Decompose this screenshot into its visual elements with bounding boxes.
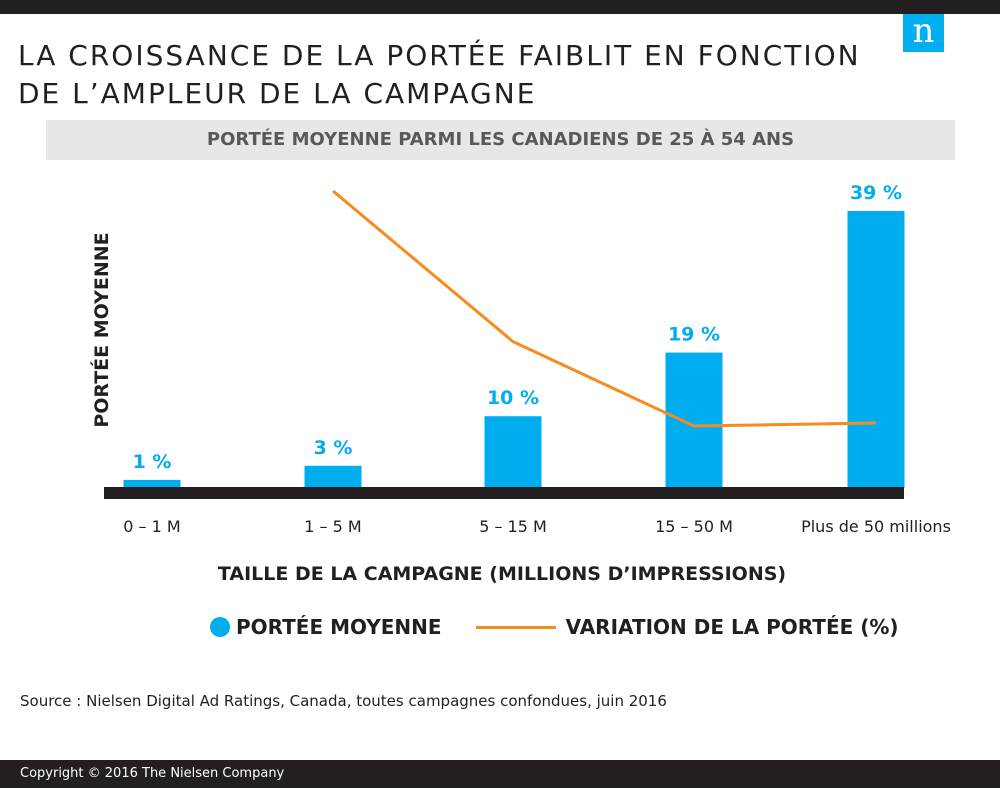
x-axis-baseline bbox=[104, 487, 904, 499]
top-bar bbox=[0, 0, 1000, 14]
bar-value-label-2: 10 % bbox=[487, 387, 539, 409]
x-tick-label-3: 15 – 50 M bbox=[655, 517, 733, 536]
variation-line-series bbox=[332, 189, 877, 428]
x-axis-title: TAILLE DE LA CAMPAGNE (MILLIONS D’IMPRES… bbox=[218, 563, 786, 585]
bar-0 bbox=[123, 479, 181, 488]
x-tick-label-2: 5 – 15 M bbox=[479, 517, 547, 536]
legend-bar-marker bbox=[210, 617, 230, 637]
footer-bar: Copyright © 2016 The Nielsen Company bbox=[0, 760, 1000, 788]
legend-line-marker bbox=[475, 625, 556, 629]
bar-2 bbox=[484, 416, 542, 488]
chart-subtitle-band: PORTÉE MOYENNE PARMI LES CANADIENS DE 25… bbox=[46, 120, 955, 160]
chart-subtitle: PORTÉE MOYENNE PARMI LES CANADIENS DE 25… bbox=[206, 129, 795, 150]
x-tick-label-4: Plus de 50 millions bbox=[801, 517, 951, 536]
ticks-layer: 0 – 1 M 1 – 5 M 5 – 15 M 15 – 50 M Plus de 5… bbox=[123, 517, 951, 536]
copyright-text: Copyright © 2016 The Nielsen Company bbox=[20, 766, 285, 781]
x-tick-label-1: 1 – 5 M bbox=[304, 517, 361, 536]
bar-4 bbox=[847, 211, 905, 488]
legend-line-label: VARIATION DE LA PORTÉE (%) bbox=[565, 615, 899, 639]
x-tick-label-0: 0 – 1 M bbox=[123, 517, 180, 536]
page-title: LA CROISSANCE DE LA PORTÉE FAIBLIT EN FO… bbox=[18, 39, 861, 110]
bar-value-label-0: 1 % bbox=[133, 451, 172, 473]
bar-3 bbox=[665, 352, 723, 488]
bar-value-label-1: 3 % bbox=[314, 437, 353, 459]
chart-legend: PORTÉE MOYENNE VARIATION DE LA PORTÉE (%… bbox=[210, 612, 899, 642]
bar-line-chart: 1 % 3 % 10 % 19 % 39 % 0 – 1 M 1 – 5 M 5 – 15 … bbox=[90, 182, 951, 585]
source-note: Source : Nielsen Digital Ad Ratings, Can… bbox=[20, 692, 667, 710]
bars-layer bbox=[123, 211, 905, 488]
bar-value-label-4: 39 % bbox=[850, 182, 902, 204]
nielsen-logo: n bbox=[903, 14, 944, 52]
bar-value-label-3: 19 % bbox=[668, 324, 720, 346]
bar-1 bbox=[304, 465, 362, 488]
y-axis-title: PORTÉE MOYENNE bbox=[90, 232, 113, 427]
labels-layer: 1 % 3 % 10 % 19 % 39 % bbox=[133, 182, 902, 473]
legend-bar-label: PORTÉE MOYENNE bbox=[236, 615, 442, 639]
